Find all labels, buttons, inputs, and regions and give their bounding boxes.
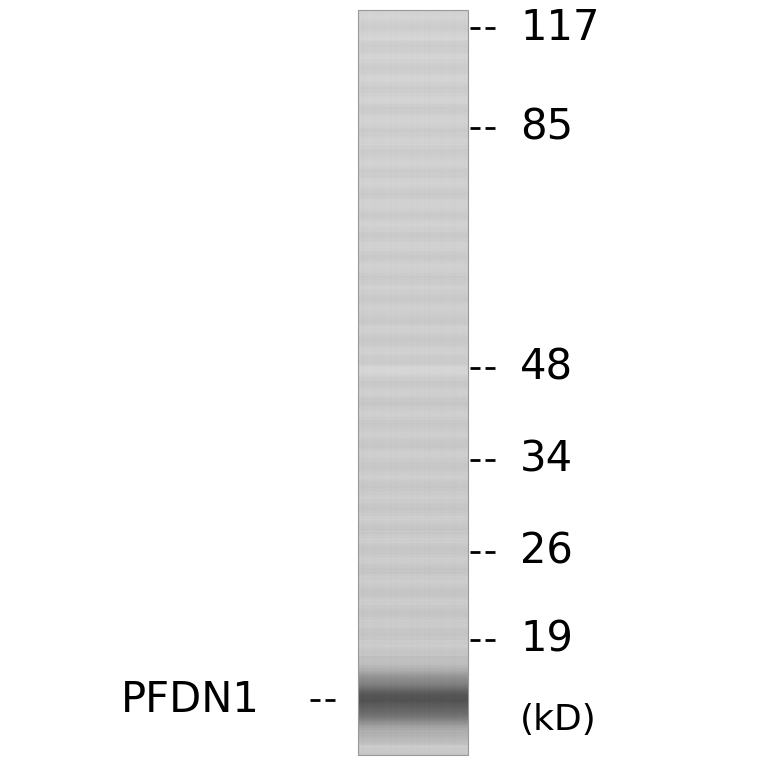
Text: (kD): (kD) [520, 703, 597, 737]
Text: PFDN1: PFDN1 [121, 679, 260, 721]
Text: 26: 26 [520, 531, 573, 573]
Text: 117: 117 [520, 7, 600, 49]
Text: 19: 19 [520, 619, 573, 661]
Text: 34: 34 [520, 439, 573, 481]
Bar [358, 10, 468, 755]
Text: 48: 48 [520, 347, 573, 389]
Text: 85: 85 [520, 107, 573, 149]
